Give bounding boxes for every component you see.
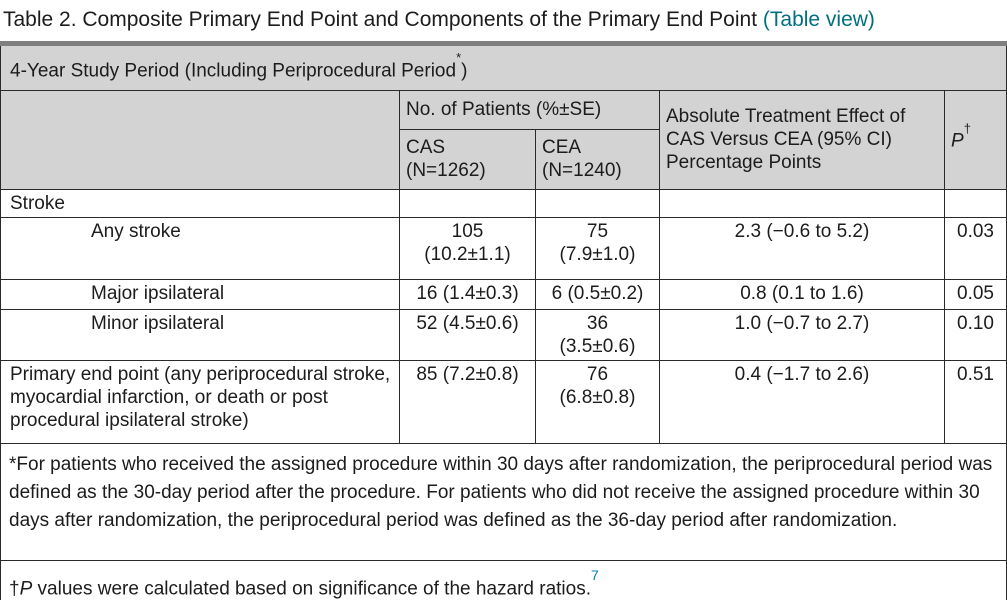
- p-value: 0.10: [943, 308, 1007, 361]
- study-period-band-row: 4-Year Study Period (Including Periproce…: [0, 46, 1007, 91]
- study-period-band: 4-Year Study Period (Including Periproce…: [0, 46, 1007, 91]
- row-label: Minor ipsilateral: [0, 308, 400, 361]
- cea-value: 76 (6.8±0.8): [535, 359, 660, 444]
- header-cas: CAS (N=1262): [399, 128, 536, 190]
- effect-value: 1.0 (−0.7 to 2.7): [659, 308, 945, 361]
- cas-value: 52 (4.5±0.6): [399, 308, 536, 361]
- header-row-1: No. of Patients (%±SE) Absolute Treatmen…: [0, 89, 1007, 190]
- cas-value: [399, 188, 536, 218]
- row-label: Major ipsilateral: [0, 278, 400, 310]
- cea-value: 6 (0.5±0.2): [535, 278, 660, 310]
- footnote-asterisk: *For patients who received the assigned …: [0, 442, 1007, 561]
- effect-value: 0.4 (−1.7 to 2.6): [659, 359, 945, 444]
- effect-value: 2.3 (−0.6 to 5.2): [659, 216, 945, 280]
- header-treatment-effect: Absolute Treatment Effect of CAS Versus …: [659, 89, 945, 190]
- row-label: Any stroke: [0, 216, 400, 280]
- end-point-table: 4-Year Study Period (Including Periproce…: [0, 46, 1007, 600]
- table-row-minor-ipsilateral: Minor ipsilateral 52 (4.5±0.6) 36 (3.5±0…: [0, 308, 1007, 361]
- asterisk-superscript: *: [456, 50, 462, 66]
- cea-value: 75 (7.9±1.0): [535, 216, 660, 280]
- dagger-superscript: †: [963, 120, 971, 136]
- footnote-dagger: †P values were calculated based on signi…: [0, 559, 1007, 600]
- cea-value: [535, 188, 660, 218]
- footnote-p-label: P: [19, 577, 33, 599]
- p-value: 0.51: [943, 359, 1007, 444]
- footnote-dagger-row: †P values were calculated based on signi…: [0, 559, 1007, 600]
- footnote-dagger-symbol: †: [9, 577, 20, 599]
- row-label: Stroke: [0, 188, 400, 218]
- table-row-primary-end-point: Primary end point (any periprocedural st…: [0, 359, 1007, 444]
- header-patients-group: No. of Patients (%±SE): [399, 89, 660, 130]
- cas-value: 85 (7.2±0.8): [399, 359, 536, 444]
- cas-value: 16 (1.4±0.3): [399, 278, 536, 310]
- table-row-any-stroke: Any stroke 105 (10.2±1.1) 75 (7.9±1.0) 2…: [0, 216, 1007, 280]
- p-value: 0.03: [943, 216, 1007, 280]
- p-value: 0.05: [943, 278, 1007, 310]
- table-row-stroke: Stroke: [0, 188, 1007, 218]
- effect-value: [659, 188, 945, 218]
- cea-value: 36 (3.5±0.6): [535, 308, 660, 361]
- data-table-wrapper: 4-Year Study Period (Including Periproce…: [0, 41, 1007, 600]
- table-view-link[interactable]: (Table view): [762, 8, 875, 31]
- p-value: [943, 188, 1007, 218]
- table-caption-text: Table 2. Composite Primary End Point and…: [3, 8, 758, 31]
- header-p-value: P†: [943, 89, 1007, 190]
- header-empty-cell: [0, 89, 400, 190]
- row-label: Primary end point (any periprocedural st…: [0, 359, 400, 444]
- header-cea: CEA (N=1240): [535, 128, 660, 190]
- effect-value: 0.8 (0.1 to 1.6): [659, 278, 945, 310]
- table-row-major-ipsilateral: Major ipsilateral 16 (1.4±0.3) 6 (0.5±0.…: [0, 278, 1007, 310]
- table-caption: Table 2. Composite Primary End Point and…: [0, 0, 1007, 32]
- header-row-2: CAS (N=1262) CEA (N=1240): [1, 128, 1007, 190]
- reference-link-7[interactable]: 7: [590, 566, 599, 583]
- footnote-asterisk-row: *For patients who received the assigned …: [0, 442, 1007, 561]
- footnote-dagger-text: values were calculated based on signific…: [32, 577, 591, 599]
- cas-value: 105 (10.2±1.1): [399, 216, 536, 280]
- p-label: P: [951, 130, 964, 152]
